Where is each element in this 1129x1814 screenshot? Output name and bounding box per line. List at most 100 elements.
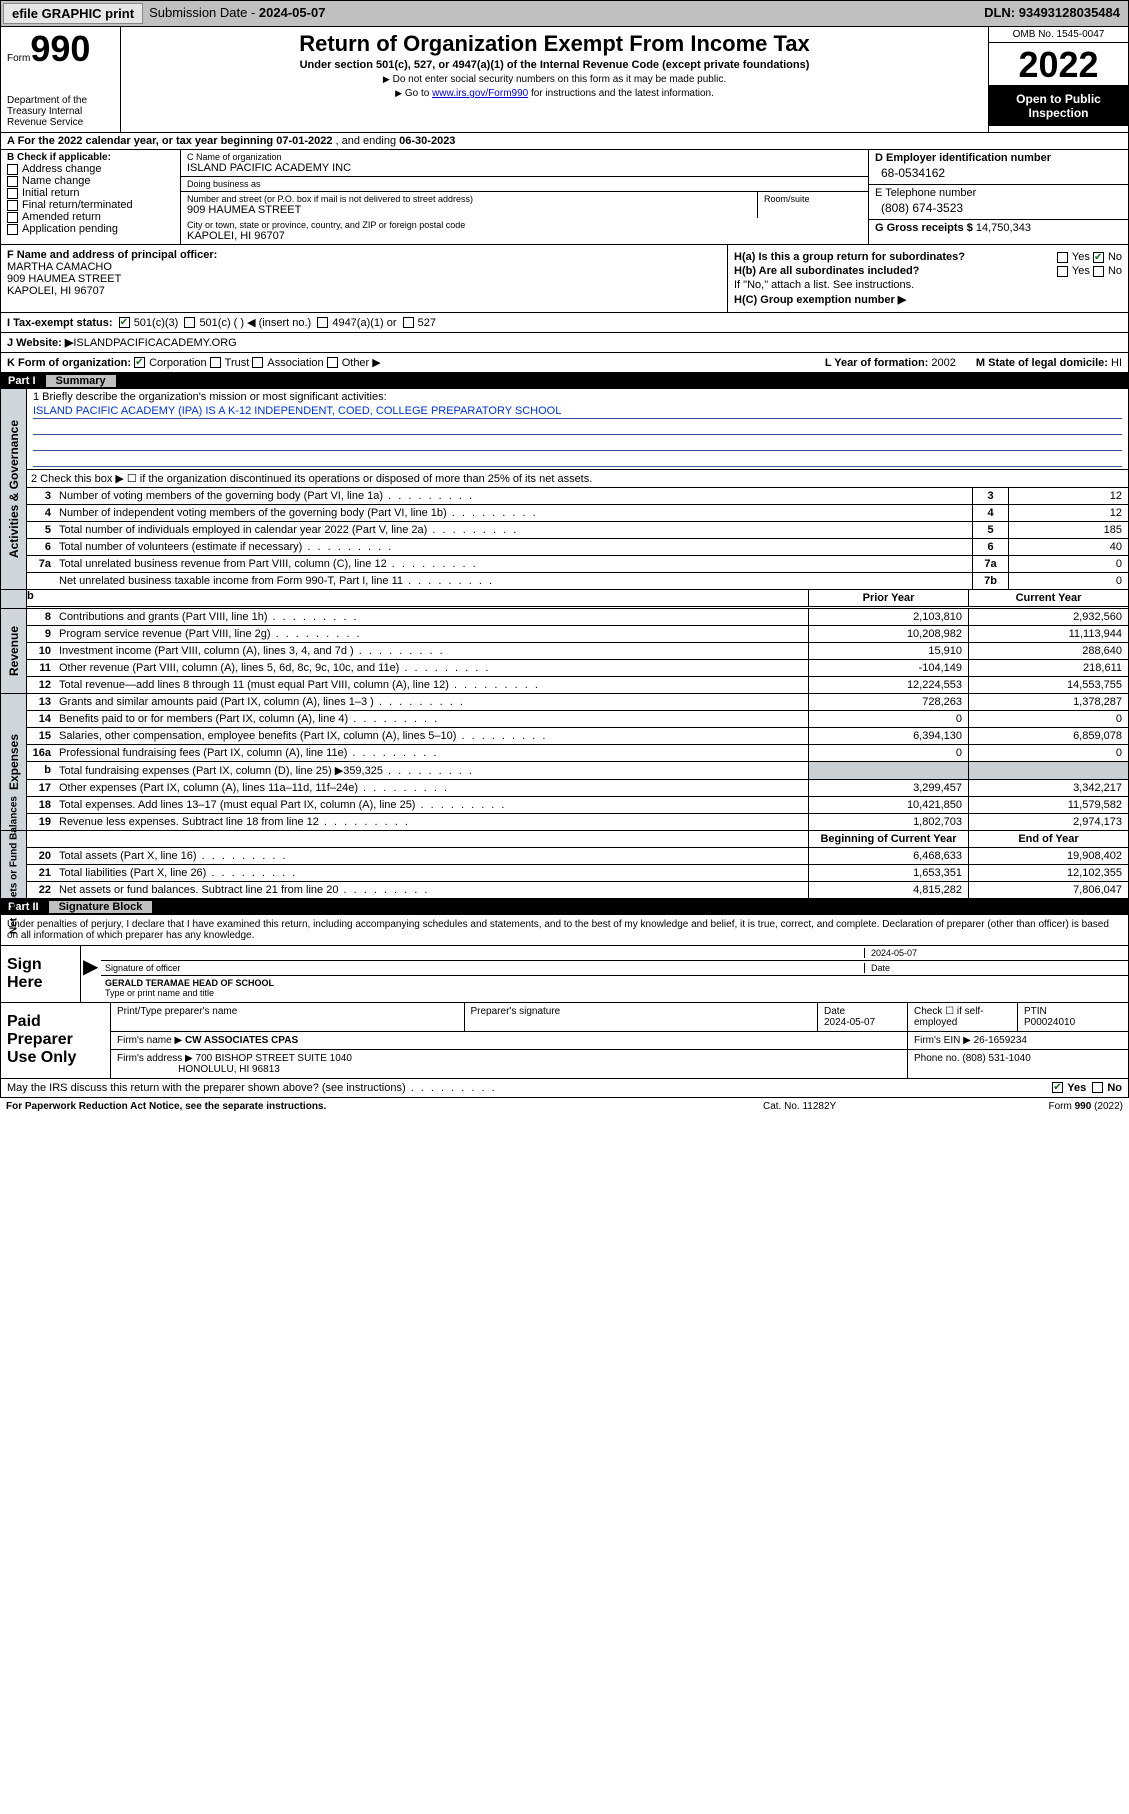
officer-signed-name: GERALD TERAMAE HEAD OF SCHOOL — [105, 978, 274, 988]
form-note-1: ▶ Do not enter social security numbers o… — [127, 74, 982, 85]
sig-officer-label: Signature of officer — [105, 963, 864, 973]
checkbox-amended-return[interactable]: Amended return — [7, 211, 174, 223]
discuss-with-preparer: May the IRS discuss this return with the… — [0, 1079, 1129, 1098]
gross-value: 14,750,343 — [976, 222, 1031, 234]
ptin-value: P00024010 — [1024, 1017, 1075, 1028]
tel-value: (808) 674-3523 — [875, 199, 1122, 217]
current-year-header: Current Year — [968, 590, 1128, 606]
identity-block: B Check if applicable: Address change Na… — [0, 150, 1129, 245]
financial-row: 17Other expenses (Part IX, column (A), l… — [27, 780, 1128, 797]
hb-row: H(b) Are all subordinates included? Yes … — [734, 265, 1122, 277]
mission-label: 1 Briefly describe the organization's mi… — [33, 391, 1122, 403]
financial-row: bTotal fundraising expenses (Part IX, co… — [27, 762, 1128, 780]
financial-row: 15Salaries, other compensation, employee… — [27, 728, 1128, 745]
governance-row: 7aTotal unrelated business revenue from … — [27, 556, 1128, 573]
financial-row: 8Contributions and grants (Part VIII, li… — [27, 609, 1128, 626]
checkbox-other[interactable] — [327, 357, 338, 368]
page-footer: For Paperwork Reduction Act Notice, see … — [0, 1098, 1129, 1115]
checkbox-4947a1[interactable] — [317, 317, 328, 328]
checkbox-name-change[interactable]: Name change — [7, 175, 174, 187]
financial-row: 12Total revenue—add lines 8 through 11 (… — [27, 677, 1128, 693]
checkbox-initial-return[interactable]: Initial return — [7, 187, 174, 199]
website-row: J Website: ▶ ISLANDPACIFICACADEMY.ORG — [0, 333, 1129, 353]
governance-row: 4Number of independent voting members of… — [27, 505, 1128, 522]
checkbox-final-return[interactable]: Final return/terminated — [7, 199, 174, 211]
expenses-section: Expenses 13Grants and similar amounts pa… — [0, 694, 1129, 831]
officer-street: 909 HAUMEA STREET — [7, 273, 721, 285]
submission-date-label: Submission Date - 2024-05-07 — [145, 1, 329, 26]
form-title: Return of Organization Exempt From Incom… — [127, 31, 982, 57]
firm-address-1: 700 BISHOP STREET SUITE 1040 — [196, 1053, 352, 1064]
mission-text: ISLAND PACIFIC ACADEMY (IPA) IS A K-12 I… — [33, 405, 1122, 419]
prior-year-header: Prior Year — [808, 590, 968, 606]
checkbox-501c3[interactable] — [119, 317, 130, 328]
discuss-no-checkbox[interactable] — [1092, 1082, 1103, 1093]
tax-year: 2022 — [989, 43, 1128, 86]
org-name-label: C Name of organization — [187, 152, 862, 162]
paid-preparer-label: Paid Preparer Use Only — [1, 1003, 111, 1078]
gross-label: G Gross receipts $ — [875, 222, 973, 234]
sign-date: 2024-05-07 — [864, 948, 1124, 958]
revenue-vlabel: Revenue — [1, 609, 27, 693]
instructions-link[interactable]: www.irs.gov/Form990 — [432, 88, 528, 99]
governance-row: 5Total number of individuals employed in… — [27, 522, 1128, 539]
department: Department of the Treasury Internal Reve… — [7, 95, 114, 128]
preparer-sig-label: Preparer's signature — [465, 1003, 819, 1031]
form-page-ref: Form 990 (2022) — [963, 1101, 1123, 1112]
checkbox-trust[interactable] — [210, 357, 221, 368]
preparer-date: 2024-05-07 — [824, 1017, 875, 1028]
dba-label: Doing business as — [187, 179, 862, 189]
ein-label: D Employer identification number — [875, 152, 1122, 164]
governance-row: Net unrelated business taxable income fr… — [27, 573, 1128, 589]
check-applicable-label: B Check if applicable: — [7, 152, 174, 163]
checkbox-application-pending[interactable]: Application pending — [7, 223, 174, 235]
self-employed-check[interactable]: Check ☐ if self-employed — [908, 1003, 1018, 1031]
governance-vlabel: Activities & Governance — [1, 389, 27, 589]
tax-period: A For the 2022 calendar year, or tax yea… — [0, 133, 1129, 150]
tax-exempt-label: I Tax-exempt status: — [7, 317, 113, 329]
signature-arrow-icon: ▶ — [81, 946, 101, 1002]
revenue-section: Revenue 8Contributions and grants (Part … — [0, 609, 1129, 694]
tax-exempt-status: I Tax-exempt status: 501(c)(3) 501(c) ( … — [0, 313, 1129, 333]
checkbox-association[interactable] — [252, 357, 263, 368]
city-value: KAPOLEI, HI 96707 — [187, 230, 862, 242]
efile-print-button[interactable]: efile GRAPHIC print — [3, 3, 143, 24]
paid-preparer-block: Paid Preparer Use Only Print/Type prepar… — [0, 1003, 1129, 1079]
discontinued-check: 2 Check this box ▶ ☐ if the organization… — [27, 470, 1128, 487]
form-meta-block: OMB No. 1545-0047 2022 Open to Public In… — [988, 27, 1128, 132]
financial-row: 21Total liabilities (Part X, line 26)1,6… — [27, 865, 1128, 882]
financial-row: 20Total assets (Part X, line 16)6,468,63… — [27, 848, 1128, 865]
governance-row: 3Number of voting members of the governi… — [27, 488, 1128, 505]
financial-row: 13Grants and similar amounts paid (Part … — [27, 694, 1128, 711]
financial-row: 19Revenue less expenses. Subtract line 1… — [27, 814, 1128, 830]
dln: DLN: 93493128035484 — [976, 1, 1128, 26]
sign-here-label: Sign Here — [1, 946, 81, 1002]
street-value: 909 HAUMEA STREET — [187, 204, 751, 216]
financial-row: 10Investment income (Part VIII, column (… — [27, 643, 1128, 660]
group-return: H(a) Is this a group return for subordin… — [728, 245, 1128, 312]
topbar: efile GRAPHIC print Submission Date - 20… — [0, 0, 1129, 27]
form-subtitle: Under section 501(c), 527, or 4947(a)(1)… — [127, 59, 982, 71]
checkbox-address-change[interactable]: Address change — [7, 163, 174, 175]
check-applicable: B Check if applicable: Address change Na… — [1, 150, 181, 244]
firm-phone: (808) 531-1040 — [962, 1053, 1030, 1064]
ein-phone-gross: D Employer identification number 68-0534… — [868, 150, 1128, 244]
financial-row: 18Total expenses. Add lines 13–17 (must … — [27, 797, 1128, 814]
omb-number: OMB No. 1545-0047 — [989, 27, 1128, 43]
financial-row: 14Benefits paid to or for members (Part … — [27, 711, 1128, 728]
website-value: ISLANDPACIFICACADEMY.ORG — [73, 337, 236, 349]
discuss-yes-checkbox[interactable] — [1052, 1082, 1063, 1093]
governance-row: 6Total number of volunteers (estimate if… — [27, 539, 1128, 556]
org-form-label: K Form of organization: — [7, 357, 131, 369]
preparer-name-label: Print/Type preparer's name — [111, 1003, 465, 1031]
part-2-header: Part IISignature Block — [0, 899, 1129, 915]
mission-block: 1 Briefly describe the organization's mi… — [27, 389, 1128, 469]
pv-header: b Prior Year Current Year — [27, 590, 1128, 607]
checkbox-corporation[interactable] — [134, 357, 145, 368]
checkbox-527[interactable] — [403, 317, 414, 328]
checkbox-501c[interactable] — [184, 317, 195, 328]
org-name-address: C Name of organization ISLAND PACIFIC AC… — [181, 150, 868, 244]
org-name: ISLAND PACIFIC ACADEMY INC — [187, 162, 862, 174]
website-label: J Website: ▶ — [7, 336, 73, 349]
officer-name: MARTHA CAMACHO — [7, 261, 721, 273]
